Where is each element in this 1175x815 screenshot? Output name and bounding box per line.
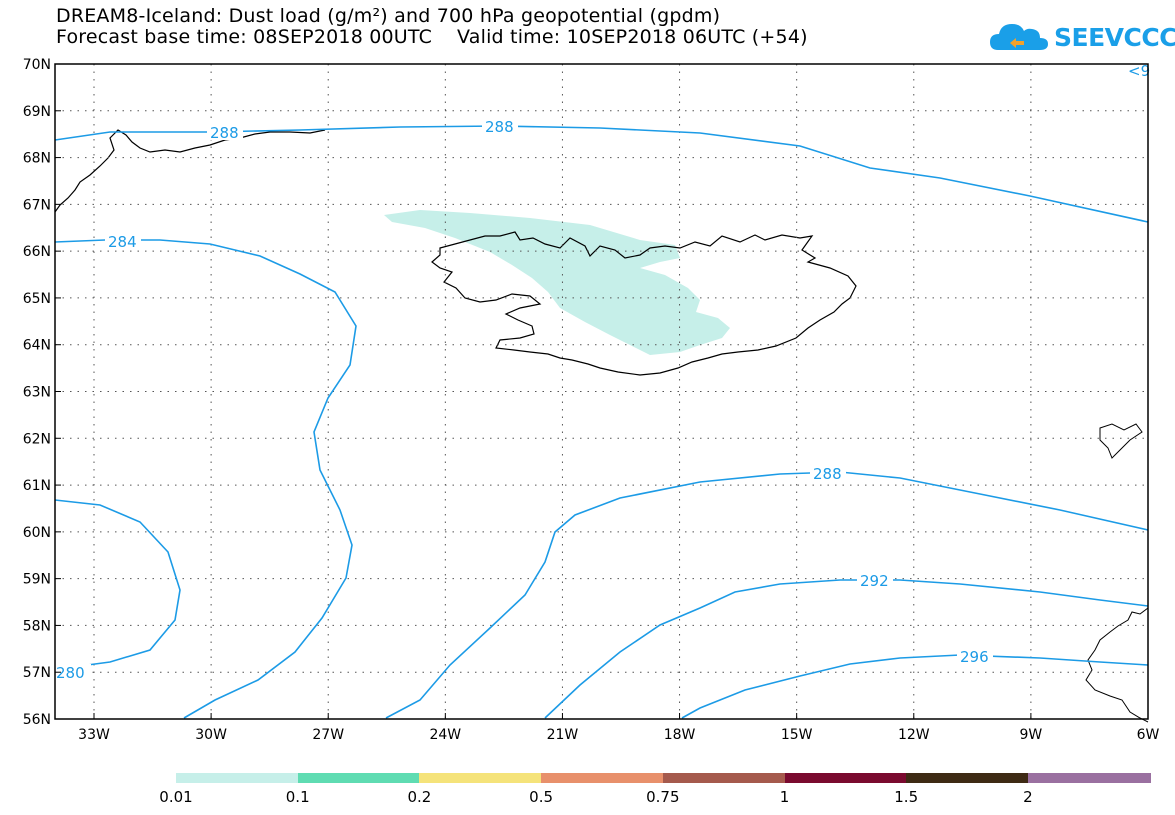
contour-284 xyxy=(54,239,357,719)
greenland-coastline xyxy=(54,129,326,213)
map-gridlines xyxy=(55,64,1148,719)
chart-title-line1: DREAM8-Iceland: Dust load (g/m²) and 700… xyxy=(56,5,721,27)
lat-tick-label: 68N xyxy=(23,151,51,167)
legend-swatch xyxy=(906,773,1029,783)
legend-swatch xyxy=(662,773,786,783)
contour-label: 292 xyxy=(860,572,889,590)
lat-tick-label: 56N xyxy=(23,712,51,728)
color-legend: 0.01 0.1 0.2 0.5 0.75 1 1.5 2 xyxy=(0,760,1175,815)
lon-tick-label: 18W xyxy=(664,727,696,743)
contour-label: 288 xyxy=(813,465,842,483)
legend-label: 0.1 xyxy=(285,788,310,806)
lat-tick-label: 61N xyxy=(23,478,51,494)
logo-text: SEEVCCC xyxy=(1054,23,1175,52)
lon-tick-label: 33W xyxy=(78,727,110,743)
legend-swatch xyxy=(1027,773,1151,783)
lon-tick-label: 24W xyxy=(429,727,461,743)
contour-label: 288 xyxy=(485,118,514,136)
lon-tick-label: 12W xyxy=(898,727,930,743)
iceland-coastline xyxy=(431,231,857,376)
lat-tick-label: 59N xyxy=(23,572,51,588)
chart-title-line2: Forecast base time: 08SEP2018 00UTC Vali… xyxy=(56,26,808,48)
legend-swatch xyxy=(176,773,299,783)
lat-tick-label: 60N xyxy=(23,525,51,541)
dust-plume xyxy=(384,210,730,355)
lat-tick-label: 64N xyxy=(23,338,51,354)
seevccc-logo: SEEVCCC xyxy=(988,16,1175,56)
legend-label: 0.01 xyxy=(159,788,193,806)
legend-label: 0.5 xyxy=(529,788,554,806)
map-axes: 33W 30W 27W 24W 21W 18W 15W 12W 9W 6W 56N 57N 58N 59N… xyxy=(23,57,1160,743)
contour-280 xyxy=(54,499,181,671)
contour-292 xyxy=(544,579,1149,719)
lat-tick-label: 58N xyxy=(23,618,51,634)
lon-tick-label: 30W xyxy=(195,727,227,743)
map-plot: 288 288 284 288 292 296 280 <9 33W 30W 27W… xyxy=(23,57,1160,743)
legend-label: 1 xyxy=(779,788,790,806)
contour-label: 288 xyxy=(210,124,239,142)
legend-label: 0.75 xyxy=(646,788,680,806)
contour-label: 280 xyxy=(56,664,85,682)
lat-tick-label: 62N xyxy=(23,431,51,447)
lon-tick-label: 21W xyxy=(547,727,579,743)
contour-label: <9 xyxy=(1128,62,1150,80)
legend-swatch xyxy=(541,773,664,783)
lat-tick-label: 69N xyxy=(23,104,51,120)
legend-label: 2 xyxy=(1023,788,1033,806)
contour-label: 284 xyxy=(108,233,137,251)
lon-tick-label: 9W xyxy=(1020,727,1043,743)
lat-tick-label: 70N xyxy=(23,57,51,73)
lat-tick-label: 63N xyxy=(23,385,51,401)
legend-swatch xyxy=(784,773,908,783)
faroe-islands xyxy=(1099,423,1143,459)
legend-label: 0.2 xyxy=(407,788,432,806)
lon-tick-label: 15W xyxy=(781,727,813,743)
scotland-coastline xyxy=(1085,607,1149,723)
map-frame xyxy=(54,63,1149,720)
contour-288-south xyxy=(385,471,1149,719)
lon-tick-label: 27W xyxy=(312,727,344,743)
legend-swatch xyxy=(419,773,543,783)
contour-labels: 288 288 284 288 292 296 280 <9 xyxy=(55,62,1150,682)
cloud-logo-icon xyxy=(990,24,1048,50)
contour-label: 296 xyxy=(960,648,989,666)
lat-tick-label: 57N xyxy=(23,665,51,681)
geopotential-contours xyxy=(54,125,1149,719)
lon-tick-label: 6W xyxy=(1137,727,1160,743)
legend-swatch xyxy=(297,773,421,783)
contour-296 xyxy=(681,654,1149,719)
legend-label: 1.5 xyxy=(894,788,919,806)
lat-tick-label: 67N xyxy=(23,197,51,213)
lat-tick-label: 66N xyxy=(23,244,51,260)
lat-tick-label: 65N xyxy=(23,291,51,307)
